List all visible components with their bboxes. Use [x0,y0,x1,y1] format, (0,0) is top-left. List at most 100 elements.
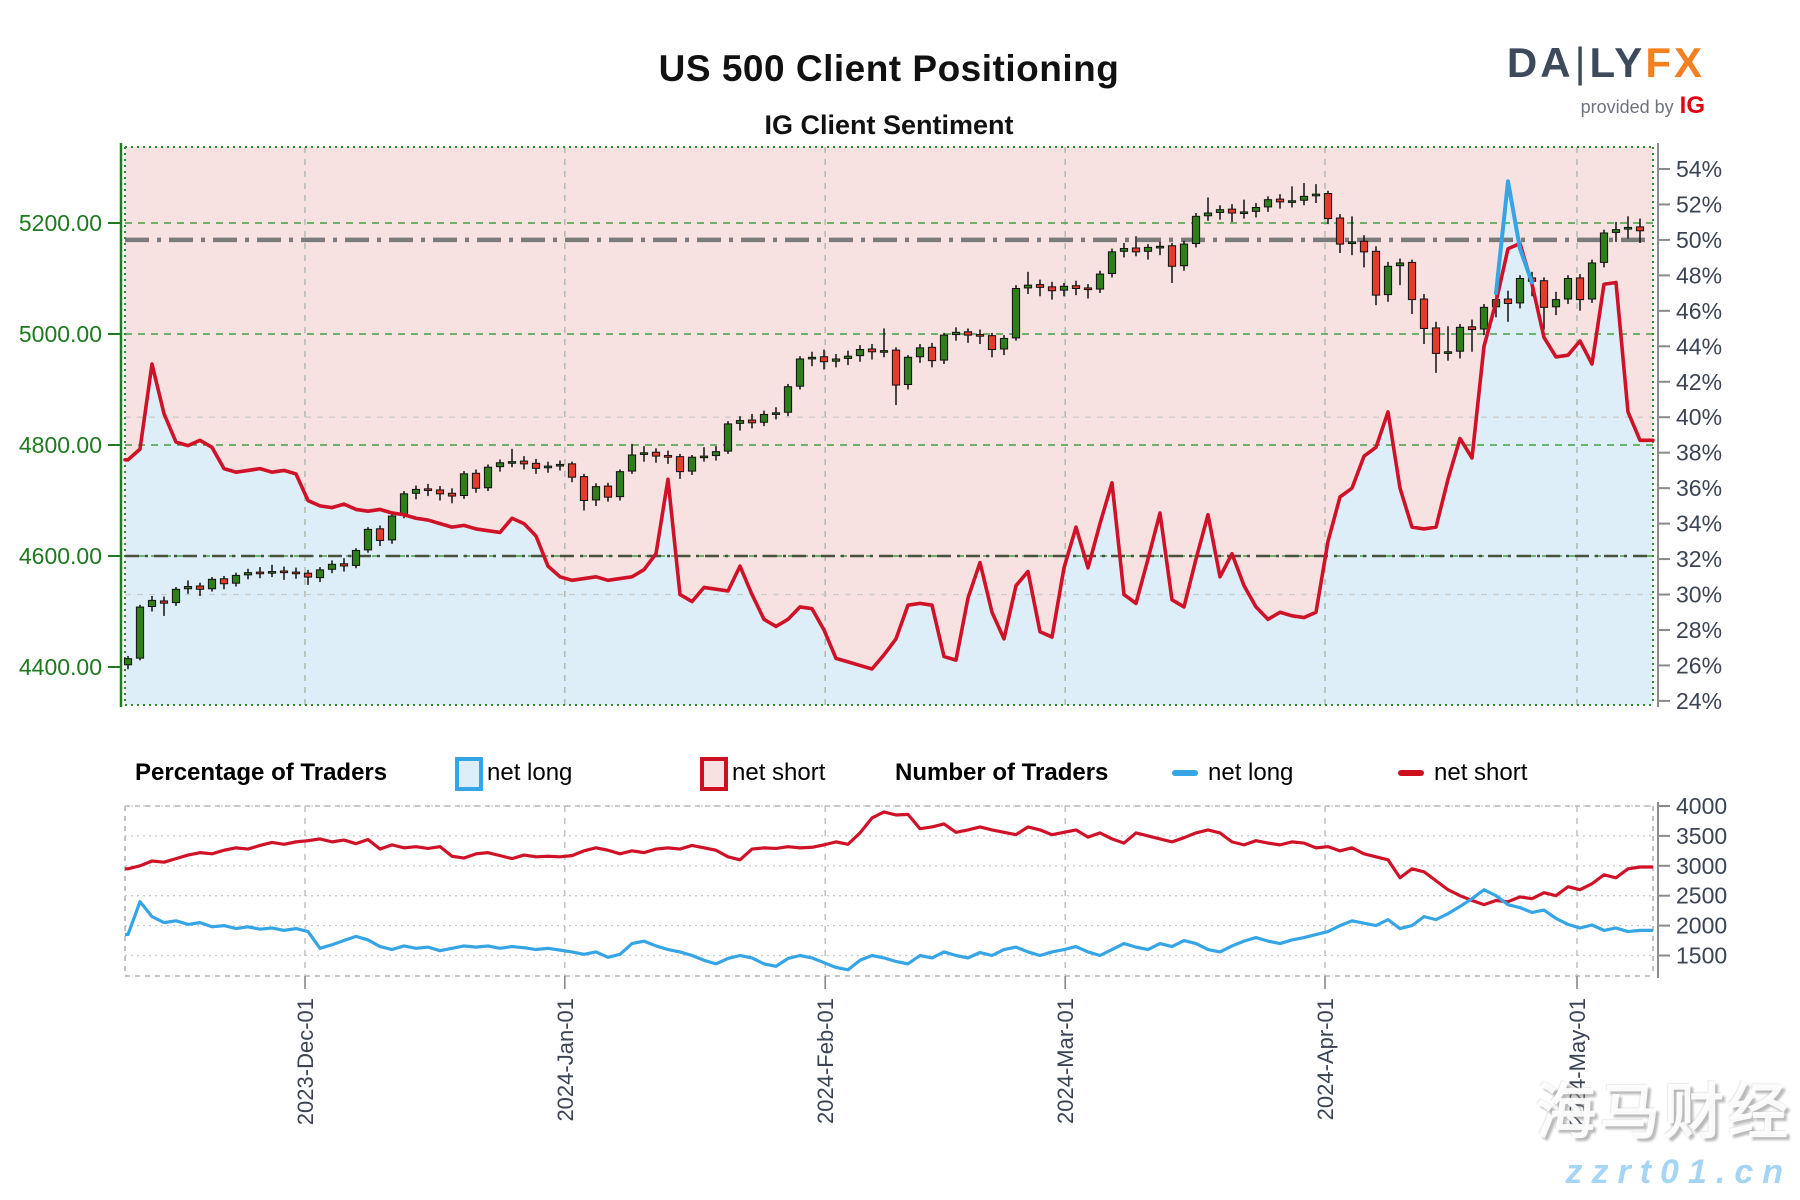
candle-down [1371,250,1381,296]
candle-down [1167,245,1177,267]
candle-up [795,358,805,387]
candle-down [963,331,973,336]
pct-tick-label: 34% [1676,511,1722,537]
pct-tick-label: 24% [1676,688,1722,714]
candle-down [975,334,985,337]
page-title: US 500 Client Positioning [658,48,1120,89]
legend-num-title: Number of Traders [895,759,1109,786]
candle-up [951,331,961,336]
net-short-swatch-icon [700,757,728,791]
candle-down [531,462,541,469]
candle-up [495,462,505,468]
legend-net-long2-label: net long [1208,759,1294,786]
price-tick-label: 5000.00 [19,321,102,347]
candle-up [807,356,817,360]
candle-down [423,488,433,492]
pct-tick-label: 48% [1676,262,1722,288]
candle-up [639,452,649,455]
candle-up [315,569,325,579]
candle-up [1215,209,1225,213]
net-long-line-swatch-icon [1172,770,1198,776]
candle-up [771,412,781,415]
dailyfx-logo: DA|LYFX provided by IG [1507,42,1705,118]
candle-down [567,463,577,478]
candle-up [1179,243,1189,267]
legend-net-short-label: net short [732,759,826,786]
candle-down [1575,277,1585,301]
candle-up [1623,226,1633,230]
pct-tick-label: 50% [1676,227,1722,253]
candle-down [867,348,877,353]
candle-down [819,356,829,363]
pct-tick-label: 40% [1676,404,1722,430]
candle-up [399,493,409,516]
net-long-swatch-icon [455,757,483,791]
num-tick-label: 2000 [1676,913,1727,939]
candle-down [1467,326,1477,331]
price-tick-label: 5200.00 [19,210,102,236]
candle-up [1119,248,1129,252]
candle-up [207,578,217,590]
candle-up [327,563,337,570]
candle-up [915,347,925,358]
logo-bar-icon: | [1574,39,1589,86]
candle-up [1011,287,1021,339]
candle-down [1503,298,1513,304]
month-label: 2024-Feb-01 [813,998,838,1124]
month-label: 2024-Jan-01 [553,998,578,1122]
dailyfx-wordmark: DA|LYFX [1506,39,1705,86]
candle-up [1287,200,1297,203]
net-long-area [125,181,1653,705]
pct-tick-label: 32% [1676,546,1722,572]
legend-net-long-label: net long [487,759,573,786]
pct-tick-label: 28% [1676,617,1722,643]
candle-up [363,528,373,551]
candle-down [1047,286,1057,292]
candle-up [1251,206,1261,212]
net-long-pct-line [1494,179,1534,296]
candles-layer [123,183,1645,670]
candle-up [555,463,565,467]
candle-down [663,455,673,458]
candle-down [1083,287,1093,291]
pct-tick-label: 42% [1676,369,1722,395]
candle-up [1455,326,1465,352]
candle-up [1203,212,1213,217]
candle-up [243,572,253,576]
candle-up [507,461,517,464]
num-tick-label: 2500 [1676,883,1727,909]
candle-up [711,451,721,457]
candle-up [483,466,493,489]
candle-up [1023,284,1033,289]
candle-up [735,420,745,424]
candle-up [231,574,241,584]
num-tick-label: 4000 [1676,793,1727,819]
candle-down [675,456,685,473]
candle-up [1311,193,1321,197]
candle-down [1635,226,1645,232]
candle-up [183,586,193,590]
price-tick-label: 4600.00 [19,543,102,569]
candle-up [855,349,865,357]
candle-down [603,485,613,498]
candle-down [519,460,529,465]
candle-down [1275,198,1285,203]
candle-down [1431,327,1441,354]
candle-up [1299,195,1309,201]
pct-tick-label: 46% [1676,298,1722,324]
candle-down [435,489,445,495]
candle-down [1227,208,1237,214]
candle-up [903,356,913,386]
candle-down [927,346,937,362]
candle-up [1263,199,1273,208]
month-label: 2023-Dec-01 [293,998,318,1125]
candle-up [1095,273,1105,290]
net-short-area [125,147,1653,669]
month-label: 2024-Mar-01 [1053,998,1078,1124]
traders-chart: 2023-Dec-01 2024-Jan-01 2024-Feb-01 2024-Ma… [124,793,1727,1128]
pct-tick-label: 26% [1676,652,1722,678]
candle-up [147,599,157,608]
candle-up [1611,229,1621,233]
candle-up [1479,306,1489,330]
